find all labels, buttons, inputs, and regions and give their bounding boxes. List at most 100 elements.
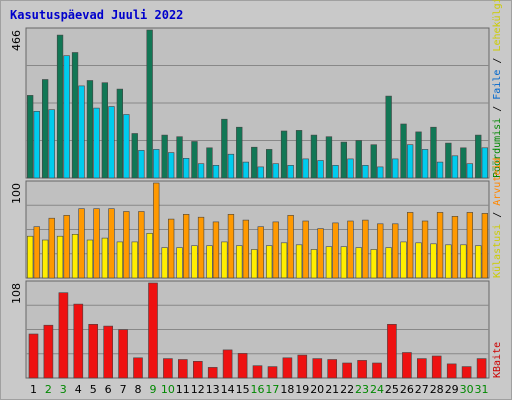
bar-top-pöördumisi-2 xyxy=(41,79,49,179)
x-tick-label-14: 14 xyxy=(221,383,235,396)
bar-bottom-kbaite-8 xyxy=(133,357,143,379)
bar-mid-arvuteid-28 xyxy=(436,212,444,279)
bar-mid-arvuteid-11 xyxy=(183,214,190,279)
bar-top-faile-12 xyxy=(197,163,205,179)
bar-mid-arvuteid-17 xyxy=(272,221,279,279)
bar-bottom-kbaite-15 xyxy=(237,353,248,379)
x-tick-label-13: 13 xyxy=(206,383,220,396)
bar-bottom-kbaite-4 xyxy=(73,303,84,379)
bar-top-faile-29 xyxy=(451,155,459,179)
bar-mid-arvuteid-16 xyxy=(257,226,264,279)
bar-mid-külastusi-23 xyxy=(355,247,362,279)
bar-mid-külastusi-26 xyxy=(400,241,407,279)
bar-bottom-kbaite-21 xyxy=(327,359,338,379)
bar-top-pöördumisi-4 xyxy=(71,52,79,179)
bar-top-pöördumisi-3 xyxy=(56,34,64,179)
bar-top-pöördumisi-16 xyxy=(251,146,258,179)
bar-top-faile-14 xyxy=(227,153,235,179)
bar-top-faile-25 xyxy=(392,158,399,179)
bar-mid-arvuteid-19 xyxy=(302,220,309,279)
bar-top-pöördumisi-25 xyxy=(385,95,392,179)
bar-bottom-kbaite-25 xyxy=(387,323,397,379)
x-tick-label-30: 30 xyxy=(460,383,474,396)
bar-top-faile-5 xyxy=(93,107,100,179)
ymax-label-top: 466 xyxy=(10,30,23,51)
bar-mid-arvuteid-10 xyxy=(168,218,175,279)
bar-mid-külastusi-15 xyxy=(236,245,243,279)
x-tick-label-21: 21 xyxy=(325,383,339,396)
x-tick-label-24: 24 xyxy=(370,383,384,396)
chart-title: Kasutuspäevad Juuli 2022 xyxy=(10,8,183,22)
x-tick-label-12: 12 xyxy=(191,383,205,396)
bar-top-faile-22 xyxy=(347,158,354,179)
x-tick-label-26: 26 xyxy=(400,383,414,396)
x-tick-label-23: 23 xyxy=(355,383,369,396)
ymax-label-mid: 100 xyxy=(10,183,23,204)
panel-mid: 100 Külastusi / Arvuteid xyxy=(10,158,503,279)
bar-mid-külastusi-25 xyxy=(385,247,392,279)
panel-top: 466 Pöördumisi / Faile / Lehekülgi xyxy=(10,0,503,179)
bar-top-faile-13 xyxy=(212,165,220,179)
bar-top-pöördumisi-28 xyxy=(430,126,437,179)
bar-top-pöördumisi-30 xyxy=(460,147,467,179)
x-tick-label-9: 9 xyxy=(150,383,157,396)
bar-top-faile-17 xyxy=(272,163,279,179)
bar-top-pöördumisi-13 xyxy=(206,147,213,179)
bar-top-pöördumisi-26 xyxy=(400,123,407,179)
bar-mid-külastusi-3 xyxy=(56,235,64,279)
bar-mid-arvuteid-9 xyxy=(153,182,160,279)
bar-top-pöördumisi-8 xyxy=(131,133,138,179)
bar-mid-arvuteid-7 xyxy=(123,211,130,279)
bar-top-faile-21 xyxy=(332,165,339,179)
bar-top-pöördumisi-27 xyxy=(415,131,422,179)
x-tick-label-11: 11 xyxy=(176,383,190,396)
bar-top-pöördumisi-14 xyxy=(221,118,228,179)
bar-mid-arvuteid-2 xyxy=(48,217,55,279)
bar-top-faile-11 xyxy=(183,158,190,179)
bar-mid-külastusi-16 xyxy=(251,249,258,279)
legend-top-part-3: / xyxy=(492,52,503,70)
bar-top-faile-6 xyxy=(108,106,115,179)
x-tick-label-22: 22 xyxy=(340,383,354,396)
x-tick-label-4: 4 xyxy=(75,383,82,396)
bar-mid-arvuteid-30 xyxy=(466,212,473,279)
bar-bottom-kbaite-11 xyxy=(178,359,188,379)
bar-mid-arvuteid-6 xyxy=(108,208,115,279)
bar-mid-arvuteid-13 xyxy=(212,221,220,279)
bar-top-faile-23 xyxy=(362,165,369,179)
bar-bottom-kbaite-30 xyxy=(461,366,472,379)
legend-top-part-4: Lehekülgi xyxy=(492,0,503,52)
x-tick-label-8: 8 xyxy=(135,383,142,396)
bar-bottom-kbaite-13 xyxy=(207,367,218,379)
bar-bottom-kbaite-12 xyxy=(193,360,203,379)
bar-top-faile-31 xyxy=(481,147,488,179)
x-tick-label-7: 7 xyxy=(120,383,127,396)
bar-bottom-kbaite-20 xyxy=(312,358,323,379)
bar-mid-külastusi-18 xyxy=(280,242,288,279)
x-tick-label-5: 5 xyxy=(90,383,97,396)
legend-bottom: KBaite xyxy=(492,342,503,378)
bar-mid-arvuteid-3 xyxy=(63,215,70,279)
bar-mid-külastusi-29 xyxy=(445,244,452,279)
bar-mid-külastusi-19 xyxy=(295,244,303,279)
bar-mid-külastusi-21 xyxy=(325,246,333,279)
bar-bottom-kbaite-2 xyxy=(43,324,54,379)
panels-layer: 466 Pöördumisi / Faile / Lehekülgi 100 Küla… xyxy=(10,0,503,379)
bar-mid-külastusi-2 xyxy=(41,239,49,279)
bar-bottom-kbaite-27 xyxy=(416,358,427,379)
bar-bottom-kbaite-16 xyxy=(252,365,263,379)
bar-top-faile-8 xyxy=(138,150,145,179)
bar-top-pöördumisi-7 xyxy=(116,88,123,179)
x-tick-label-20: 20 xyxy=(310,383,324,396)
bar-top-faile-4 xyxy=(78,85,85,179)
x-tick-label-18: 18 xyxy=(280,383,294,396)
bar-mid-külastusi-5 xyxy=(86,239,94,279)
bar-top-pöördumisi-31 xyxy=(475,134,482,179)
legend-mid-part-1: / xyxy=(492,206,503,224)
bar-top-faile-24 xyxy=(377,166,384,179)
bar-top-pöördumisi-22 xyxy=(340,141,347,179)
bar-bottom-kbaite-26 xyxy=(402,352,412,379)
bar-top-pöördumisi-24 xyxy=(370,144,377,179)
bar-mid-arvuteid-25 xyxy=(392,223,399,279)
bar-mid-külastusi-10 xyxy=(161,247,168,279)
